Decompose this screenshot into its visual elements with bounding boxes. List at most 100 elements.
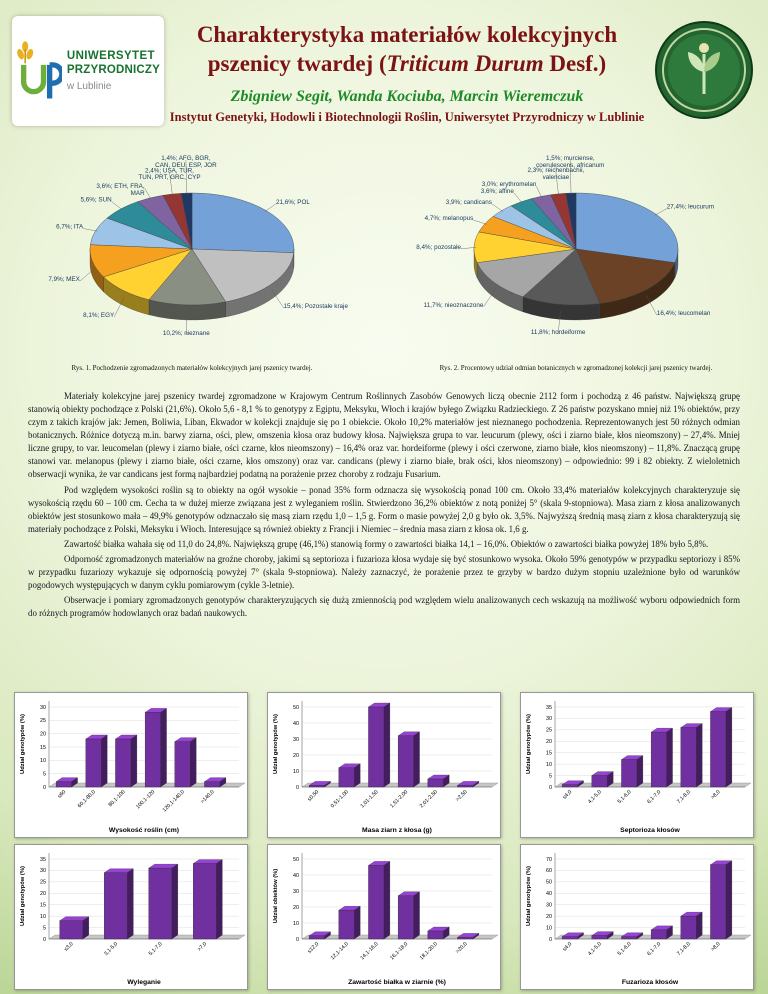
institute: Instytut Genetyki, Hodowli i Biotechnolo…: [169, 109, 645, 124]
bar-side: [354, 905, 361, 940]
y-tick-label: 30: [546, 716, 552, 722]
bar-height-svg: 0 5 10 15 20 25 30 ≤60 60,1-80,0 80,1-100 100,1-12…: [20, 701, 246, 834]
bar-protein-svg: 0 10 20 30 40 50 ≤12,0 12,1-14,0 14,1-16,0 16,1-1…: [273, 853, 499, 986]
y-tick-label: 15: [40, 903, 46, 909]
pie-label-leader: [536, 186, 542, 198]
y-tick-label: 60: [546, 868, 552, 874]
y-tick-label: 25: [40, 718, 46, 724]
bar: [148, 867, 172, 940]
institute-emblem-icon: [655, 21, 753, 119]
bar-chart-lodging-panel: 0 5 10 15 20 25 30 35 ≤3,0 3,1-5,0 5,1-7,0 >7,0 Wyle…: [14, 844, 248, 990]
y-tick-label: 40: [293, 721, 299, 727]
x-tick-label: ≤4,0: [562, 789, 574, 801]
logo-line-2: PRZYRODNICZY: [66, 64, 160, 77]
title-line-2-post: Desf.): [543, 51, 607, 77]
x-axis-title: Zawartość białka w ziarnie (%): [348, 979, 446, 986]
pie-label-leader: [646, 295, 658, 316]
y-tick-label: 10: [546, 762, 552, 768]
x-tick-label: 5,1-6,0: [617, 941, 633, 957]
title-latin-name: Triticum Durum: [386, 51, 544, 77]
bar-side: [725, 860, 733, 940]
x-tick-label: 5,1-6,0: [617, 789, 633, 805]
pie-slice-label: 8,4%; pozostałe: [416, 244, 461, 251]
pie-slice-label: 16,4%; leucomelan: [657, 310, 711, 317]
y-axis-title: Udział genotypów (%): [20, 866, 26, 926]
pie-slice-label: 5,6%; SUN: [81, 197, 113, 204]
pie-botanical-svg: 27,4%; leucurum 16,4%; leucomelan 11,8%; h…: [416, 155, 714, 336]
x-tick-label: 1,51-2,00: [389, 789, 409, 809]
y-tick-label: 0: [549, 785, 552, 791]
pie-slice-label: 10,2%; nieznane: [163, 330, 210, 337]
y-axis-title: Udział genotypów (%): [526, 866, 532, 926]
pie-label-leader: [570, 160, 572, 195]
x-tick-label: >7,0: [197, 941, 209, 953]
pie-slice-label: 11,7%; nieoznaczone: [424, 302, 484, 309]
pie-slice-label: 8,1%; EGY: [83, 312, 115, 319]
x-tick-label: 12,1-14,0: [330, 941, 350, 961]
bar: [144, 712, 161, 788]
paragraph-1: Materiały kolekcyjne jarej pszenicy twar…: [28, 391, 740, 480]
bar: [204, 781, 221, 788]
x-axis-title: Septorioza kłosów: [620, 827, 680, 834]
bar-side: [190, 737, 197, 788]
y-tick-label: 25: [546, 728, 552, 734]
pie-slice: [476, 248, 577, 298]
pie-slice-label: 3,6%; affine: [481, 188, 515, 195]
pie-origin-column: 21,6%; POL 15,4%; Pozostałe kraje 10,2%; n…: [0, 150, 384, 372]
pie-slice-label: 1,4%; AFG, BGR, CAN, DEU, ESP, JOR: [155, 155, 217, 169]
bar-side: [413, 891, 420, 940]
pie-label-leader: [114, 296, 125, 317]
university-logo-icon: [17, 41, 62, 99]
y-tick-label: 15: [546, 751, 552, 757]
bar-side: [130, 734, 138, 788]
pie-label-leader: [555, 172, 559, 195]
pie-label-leader: [186, 311, 188, 335]
pie-slice-label: 1,5%; murciense, coerulescens, africanum: [536, 155, 604, 169]
bar-side: [160, 708, 167, 788]
bar-side: [413, 731, 420, 788]
y-tick-label: 0: [296, 937, 299, 943]
bar: [591, 775, 608, 788]
pie-slice-label: 6,7%; ITA: [56, 224, 84, 231]
y-tick-label: 20: [293, 753, 299, 759]
y-tick-label: 10: [40, 914, 46, 920]
bar: [368, 706, 385, 788]
y-tick-label: 0: [549, 937, 552, 943]
x-tick-label: ≤0,50: [307, 789, 321, 803]
paragraph-5: Obserwacje i pomiary zgromadzonych genot…: [28, 595, 740, 619]
pie-chart-botanical: 27,4%; leucurum 16,4%; leucomelan 11,8%; h…: [384, 150, 768, 362]
institute-emblem: [654, 20, 754, 120]
y-tick-label: 5: [43, 925, 46, 931]
pie-label-leader: [654, 208, 667, 216]
bar: [338, 767, 355, 788]
x-tick-label: >8,0: [710, 941, 722, 953]
y-tick-label: 40: [293, 873, 299, 879]
pie-slice: [575, 248, 676, 304]
axes: [48, 701, 239, 788]
bar: [397, 895, 414, 940]
pie-botanical-column: 27,4%; leucurum 16,4%; leucomelan 11,8%; h…: [384, 150, 768, 372]
bar-septoria-svg: 0 5 10 15 20 25 30 35 ≤4,0 4,1-5,0 5,1-6,0 6,1-7,0 7…: [526, 701, 752, 834]
bar: [680, 727, 697, 788]
logo-line-1: UNIWERSYTET: [66, 49, 155, 62]
y-tick-label: 0: [296, 785, 299, 791]
bar-side: [101, 734, 108, 788]
bar: [680, 915, 697, 940]
y-tick-label: 10: [40, 758, 46, 764]
logo-line-3: w Lublinie: [66, 80, 112, 92]
bar: [561, 936, 578, 940]
pie-label-leader: [461, 247, 477, 250]
pie-label-leader: [111, 201, 123, 210]
bar-chart-fusarium-panel: 0 10 20 30 40 50 60 70 ≤4,0 4,1-5,0 5,1-6,0 6,1-7,0…: [520, 844, 754, 990]
y-tick-label: 20: [546, 914, 552, 920]
pie-slice-label: 15,4%; Pozostałe kraje: [284, 303, 349, 310]
bar-chart-protein-panel: 0 10 20 30 40 50 ≤12,0 12,1-14,0 14,1-16,0 16,1-1…: [267, 844, 501, 990]
x-axis-title: Wyleganie: [127, 979, 161, 986]
abstract-text: Materiały kolekcyjne jarej pszenicy twar…: [28, 390, 740, 622]
axes: [48, 853, 239, 940]
pie-slice-label: 21,6%; POL: [276, 199, 310, 206]
title-line-1: Charakterystyka materiałów kolekcyjnych: [196, 22, 618, 47]
bar: [650, 929, 667, 940]
bar: [710, 711, 727, 788]
bar: [338, 910, 355, 940]
